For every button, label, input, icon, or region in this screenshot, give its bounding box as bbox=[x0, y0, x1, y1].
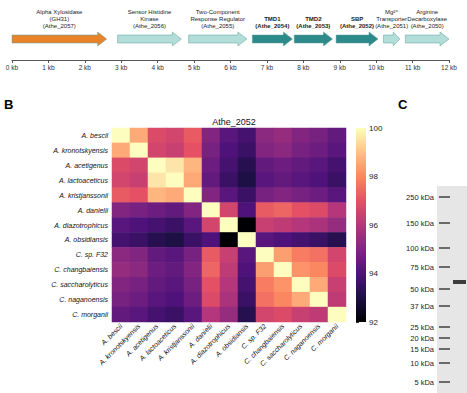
svg-text:A. obsidiansis: A. obsidiansis bbox=[64, 236, 109, 243]
svg-text:C. sp. F32: C. sp. F32 bbox=[239, 322, 268, 351]
svg-text:C: C bbox=[398, 97, 408, 112]
svg-text:0 kb: 0 kb bbox=[6, 64, 19, 71]
svg-text:3 kb: 3 kb bbox=[115, 64, 128, 71]
svg-text:15 kDa: 15 kDa bbox=[410, 345, 435, 354]
svg-text:25 kDa: 25 kDa bbox=[410, 323, 435, 332]
svg-text:11 kb: 11 kb bbox=[405, 64, 421, 71]
svg-text:(Athe_2054): (Athe_2054) bbox=[255, 23, 289, 29]
svg-text:(Athe_2052): (Athe_2052) bbox=[340, 23, 374, 29]
svg-text:96: 96 bbox=[369, 221, 378, 230]
svg-text:Response Regulator: Response Regulator bbox=[190, 16, 245, 22]
svg-text:8 kb: 8 kb bbox=[297, 64, 310, 71]
svg-text:(Athe_2055): (Athe_2055) bbox=[201, 23, 234, 29]
svg-text:5 kb: 5 kb bbox=[188, 64, 201, 71]
svg-text:Mg²⁺: Mg²⁺ bbox=[385, 9, 399, 15]
svg-text:C. changbaiensis: C. changbaiensis bbox=[54, 266, 108, 274]
svg-text:A. kronotskyensis: A. kronotskyensis bbox=[52, 147, 108, 155]
svg-text:TMD2: TMD2 bbox=[305, 16, 322, 22]
svg-text:Athe_2052: Athe_2052 bbox=[212, 117, 256, 127]
svg-text:6 kb: 6 kb bbox=[224, 64, 237, 71]
svg-text:37 kDa: 37 kDa bbox=[410, 302, 435, 311]
svg-text:(Athe_2056): (Athe_2056) bbox=[133, 23, 166, 29]
svg-text:A. diazotrophicus: A. diazotrophicus bbox=[53, 222, 108, 230]
svg-text:4 kb: 4 kb bbox=[152, 64, 165, 71]
svg-text:A. bescii: A. bescii bbox=[81, 132, 109, 139]
svg-text:A. danielii: A. danielii bbox=[77, 207, 109, 214]
svg-text:A. acetigenus: A. acetigenus bbox=[124, 322, 160, 358]
svg-text:A. diazotrophicus: A. diazotrophicus bbox=[188, 322, 232, 366]
svg-text:98: 98 bbox=[369, 172, 378, 181]
svg-text:50 kDa: 50 kDa bbox=[410, 285, 435, 294]
svg-text:A. kristjanssonii: A. kristjanssonii bbox=[58, 192, 108, 200]
svg-text:A. kristjanssonii: A. kristjanssonii bbox=[156, 322, 196, 362]
svg-text:(Athe_2053): (Athe_2053) bbox=[296, 23, 330, 29]
svg-text:20 kDa: 20 kDa bbox=[410, 334, 435, 343]
svg-text:C. naganoensis: C. naganoensis bbox=[282, 322, 322, 362]
svg-text:C. sp. F32: C. sp. F32 bbox=[76, 251, 108, 259]
svg-text:Kinase: Kinase bbox=[140, 16, 159, 22]
svg-text:Transporter: Transporter bbox=[376, 16, 407, 22]
svg-text:10 kDa: 10 kDa bbox=[410, 359, 435, 368]
svg-text:C. morganii: C. morganii bbox=[309, 322, 340, 353]
svg-text:Decarboxylase: Decarboxylase bbox=[407, 16, 447, 22]
svg-text:Sensor Histidine: Sensor Histidine bbox=[128, 9, 172, 15]
svg-text:9 kb: 9 kb bbox=[334, 64, 347, 71]
svg-text:C. saccharolyticus: C. saccharolyticus bbox=[258, 322, 304, 368]
svg-text:C. naganoensis: C. naganoensis bbox=[59, 296, 108, 304]
svg-text:12 kb: 12 kb bbox=[441, 64, 457, 71]
svg-text:A. lactoaceticus: A. lactoaceticus bbox=[58, 177, 109, 184]
svg-text:C. morganii: C. morganii bbox=[72, 311, 108, 319]
svg-text:C. changbaiensis: C. changbaiensis bbox=[242, 322, 286, 366]
svg-text:(Athe_2057): (Athe_2057) bbox=[43, 23, 76, 29]
svg-text:A. kronotskyensis: A. kronotskyensis bbox=[97, 322, 142, 367]
svg-text:75 kDa: 75 kDa bbox=[410, 263, 435, 272]
svg-text:1 kb: 1 kb bbox=[42, 64, 55, 71]
svg-text:2 kb: 2 kb bbox=[79, 64, 92, 71]
svg-text:A. danielii: A. danielii bbox=[187, 322, 214, 349]
svg-text:A. lactoaceticus: A. lactoaceticus bbox=[137, 322, 178, 363]
svg-text:100 kDa: 100 kDa bbox=[406, 244, 435, 253]
svg-text:TMD1: TMD1 bbox=[264, 16, 281, 22]
svg-text:250 kDa: 250 kDa bbox=[406, 193, 435, 202]
svg-text:Alpha Xylosidase: Alpha Xylosidase bbox=[36, 9, 83, 15]
svg-text:7 kb: 7 kb bbox=[261, 64, 274, 71]
svg-text:B: B bbox=[4, 97, 13, 112]
svg-text:(GH31): (GH31) bbox=[50, 16, 70, 22]
svg-text:100: 100 bbox=[369, 124, 383, 133]
svg-text:10 kb: 10 kb bbox=[368, 64, 384, 71]
svg-text:(Athe_2051): (Athe_2051) bbox=[375, 23, 408, 29]
svg-text:A. bescii: A. bescii bbox=[99, 322, 124, 347]
svg-text:150 kDa: 150 kDa bbox=[406, 219, 435, 228]
svg-text:5 kDa: 5 kDa bbox=[414, 378, 434, 387]
svg-text:A. acetigenus: A. acetigenus bbox=[65, 162, 109, 170]
svg-text:(Athe_2050): (Athe_2050) bbox=[411, 23, 444, 29]
svg-text:A. obsidiansis: A. obsidiansis bbox=[214, 322, 250, 358]
svg-text:C. saccharolyticus: C. saccharolyticus bbox=[51, 281, 108, 289]
svg-text:Arginine: Arginine bbox=[416, 9, 439, 15]
svg-text:Two-Component: Two-Component bbox=[196, 9, 240, 15]
svg-text:92: 92 bbox=[369, 318, 378, 327]
svg-text:SBP: SBP bbox=[351, 16, 363, 22]
svg-text:94: 94 bbox=[369, 269, 378, 278]
